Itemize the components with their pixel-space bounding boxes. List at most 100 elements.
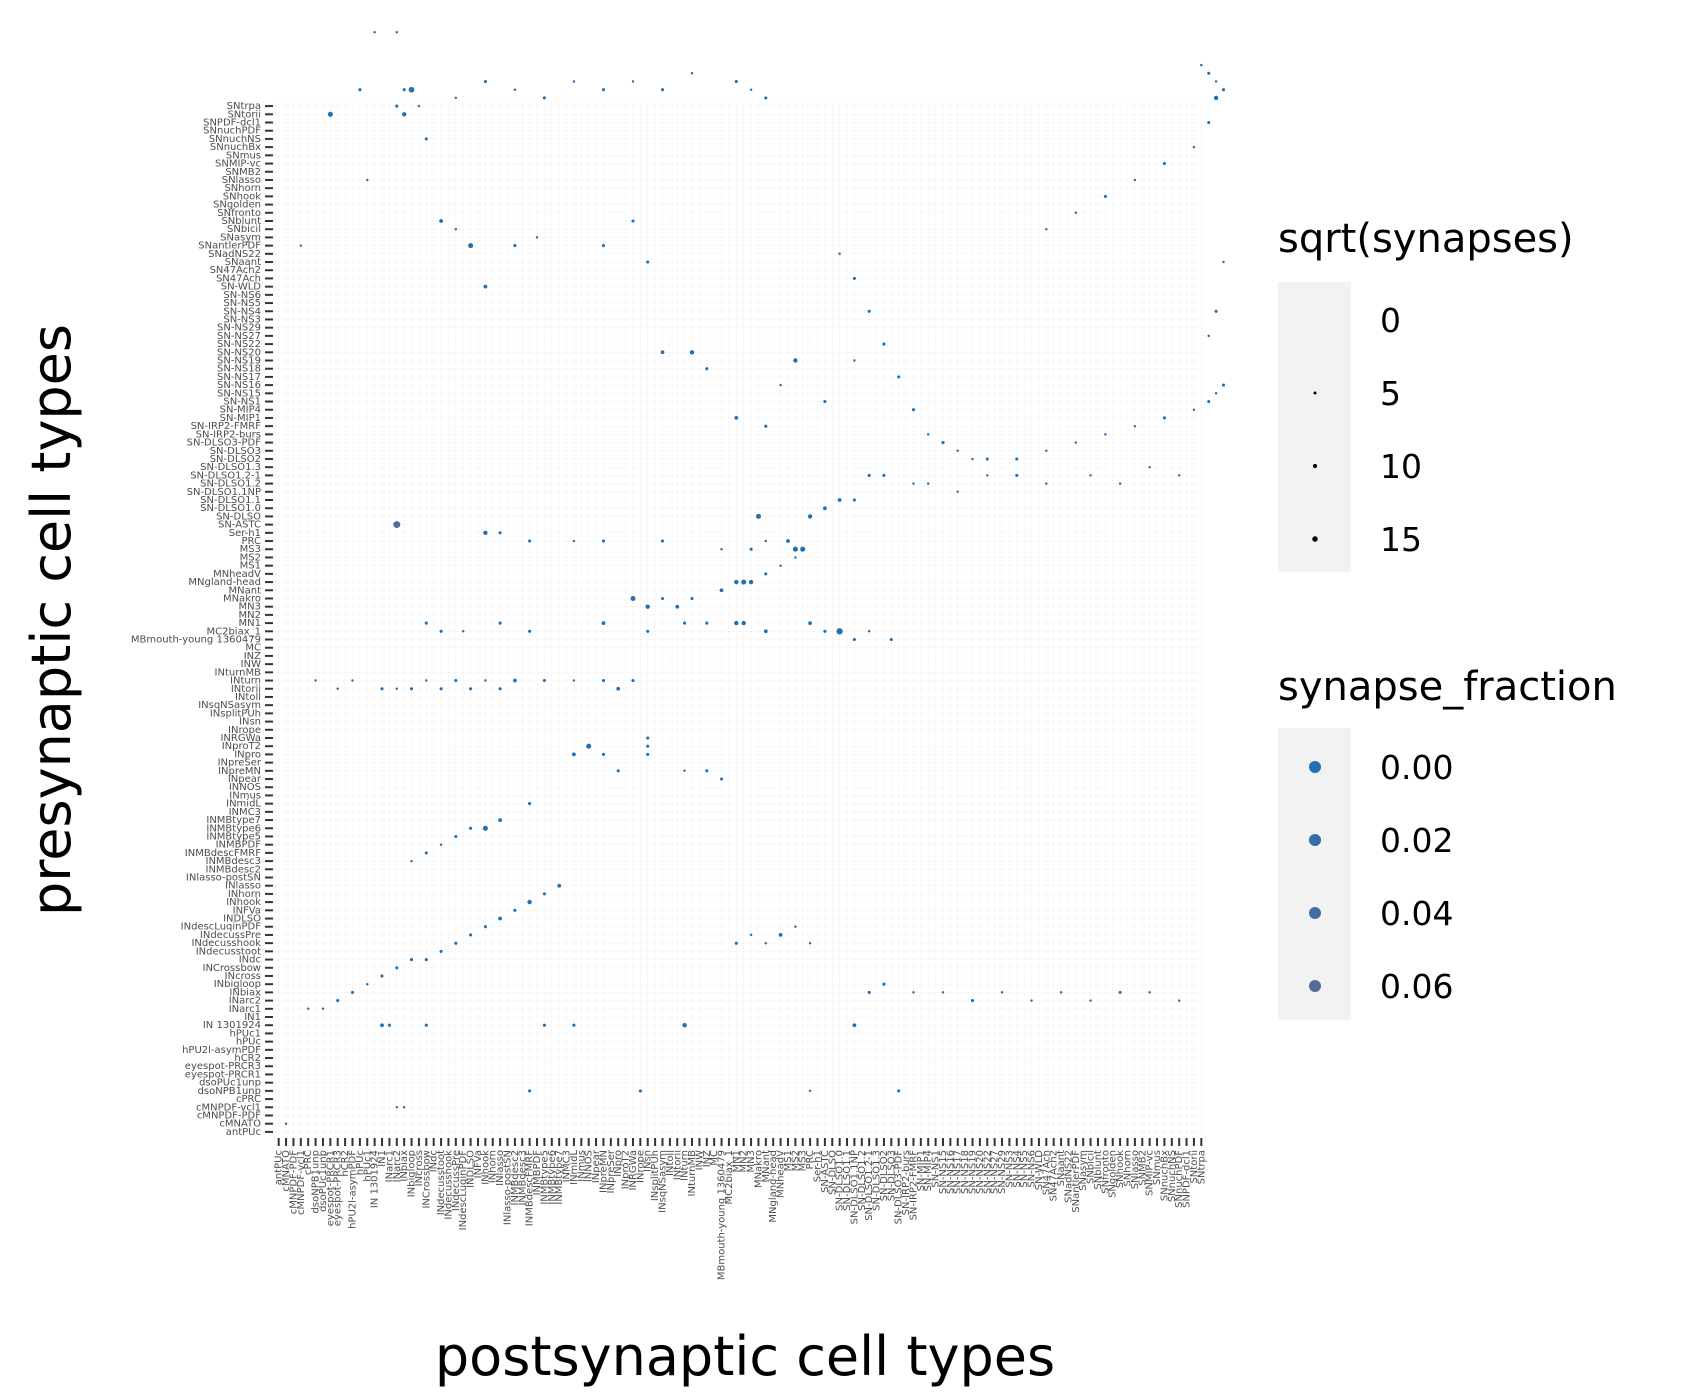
data-point	[498, 531, 502, 535]
data-point	[1015, 473, 1019, 477]
data-point	[513, 88, 517, 91]
data-point	[690, 72, 694, 75]
data-point	[755, 513, 762, 519]
color-legend-label: 0.04	[1380, 894, 1453, 933]
data-point	[749, 547, 753, 551]
y-tick-label: INtoll	[235, 692, 261, 703]
x-tick-label: INNOS	[584, 1150, 595, 1182]
x-tick-label: INMBtype7	[554, 1150, 565, 1205]
x-tick-label: INMC3	[562, 1150, 573, 1182]
data-point	[660, 88, 665, 92]
data-point	[837, 498, 842, 502]
data-point	[1133, 424, 1137, 428]
x-tick-label: INtoll	[665, 1150, 676, 1176]
data-point	[779, 564, 782, 567]
x-tick-label: SNtrpa	[1196, 1150, 1207, 1184]
x-tick-label: MN1	[731, 1150, 742, 1172]
data-point	[786, 539, 790, 543]
data-point	[720, 547, 723, 551]
y-tick-label: INmidL	[226, 799, 261, 810]
y-tick-label: INturn	[230, 676, 261, 687]
y-tick-label: INlasso-postSN	[186, 873, 261, 884]
y-tick-label: SNhook	[223, 191, 261, 202]
x-tick-label: INrope	[635, 1150, 646, 1183]
y-tick-label: INbigloop	[214, 979, 261, 990]
data-point	[808, 941, 812, 945]
y-tick-label: SN-NS20	[217, 347, 261, 358]
x-tick-label: INarc1	[384, 1150, 395, 1182]
data-point	[314, 679, 317, 682]
x-tick-label: SNPDF-dcl1	[1182, 1150, 1193, 1208]
y-tick-label: SN-NS1	[223, 397, 261, 408]
size-legend-key	[1313, 391, 1317, 395]
y-tick-label: INcross	[225, 971, 261, 982]
y-tick-label: SNmus	[226, 150, 261, 161]
x-tick-label: SN-DLSO1.1NP	[849, 1150, 860, 1224]
data-point	[911, 408, 916, 412]
x-tick-label: SNnuchBx	[1159, 1150, 1170, 1201]
y-tick-label: antPUc	[226, 1127, 261, 1138]
x-tick-label: INsqNSasym	[658, 1150, 669, 1213]
x-tick-label: SNhook	[1115, 1150, 1126, 1188]
data-point	[601, 752, 606, 756]
x-tick-label: SN-NS20	[975, 1150, 986, 1194]
y-tick-label: INhook	[226, 897, 261, 908]
data-point	[807, 514, 813, 519]
data-point	[528, 1089, 532, 1093]
data-point	[683, 621, 687, 625]
data-point	[749, 933, 753, 937]
y-tick-label: INW	[241, 659, 261, 670]
y-tick-label: MN3	[239, 602, 261, 613]
data-point	[380, 974, 384, 978]
y-tick-label: MS1	[240, 561, 261, 572]
y-tick-label: INMBtype5	[206, 831, 261, 842]
y-tick-label: dsoPUc1unp	[199, 1078, 261, 1089]
y-tick-label: INproT2	[222, 741, 261, 752]
y-tick-label: Ser-h1	[229, 528, 261, 539]
y-tick-label: INZ	[244, 651, 261, 662]
y-tick-label: INtorii	[231, 684, 261, 695]
data-point	[838, 252, 841, 256]
data-point	[1221, 383, 1226, 387]
x-tick-label: INturnMB	[687, 1150, 698, 1197]
color-legend-key	[1309, 907, 1321, 919]
data-point	[380, 1023, 384, 1028]
data-point	[461, 630, 465, 633]
y-tick-label: INMBdescFMRF	[185, 848, 261, 859]
y-tick-label: eyespot-PRCR3	[185, 1061, 261, 1072]
x-tick-label: INdc	[429, 1150, 440, 1172]
y-tick-label: SN-ASTC	[218, 520, 261, 531]
y-tick-label: MNheadV	[213, 569, 261, 580]
data-point	[498, 916, 502, 921]
y-tick-label: SN-NS19	[217, 356, 261, 367]
data-point	[764, 572, 768, 576]
y-tick-label: INturnMB	[215, 667, 262, 678]
x-tick-label: SN-ASTC	[820, 1150, 831, 1193]
data-point	[926, 482, 930, 485]
x-tick-label: MNheadV	[776, 1150, 787, 1198]
x-tick-label: SN-MIP4	[923, 1150, 934, 1191]
data-point	[498, 621, 502, 625]
data-point	[513, 678, 517, 683]
y-axis-ticks: antPUccMNATOcMNPDF-PDFcMNPDF-vcl1cPRCdso…	[131, 101, 273, 1138]
data-point	[986, 474, 989, 477]
y-tick-label: INbiax	[229, 987, 261, 998]
data-point	[336, 687, 339, 691]
data-point	[764, 539, 768, 543]
y-tick-label: SNaant	[225, 257, 261, 268]
data-point	[764, 424, 768, 428]
data-point	[763, 629, 768, 634]
data-point	[630, 595, 636, 602]
color-legend-key	[1309, 980, 1321, 992]
x-tick-label: eyespot-PRCR1	[325, 1150, 336, 1226]
data-point	[1074, 211, 1078, 215]
data-point	[424, 1023, 428, 1027]
x-tick-label: INbigloop	[407, 1150, 418, 1197]
y-tick-label: INhorn	[228, 889, 261, 900]
y-tick-label: SN-DLSO3	[210, 446, 261, 457]
color-legend-title: synapse_fraction	[1278, 664, 1617, 710]
y-tick-label: INRGWa	[220, 733, 261, 744]
data-point	[1045, 227, 1048, 231]
panel-background	[275, 102, 1205, 1136]
data-point	[779, 383, 782, 387]
